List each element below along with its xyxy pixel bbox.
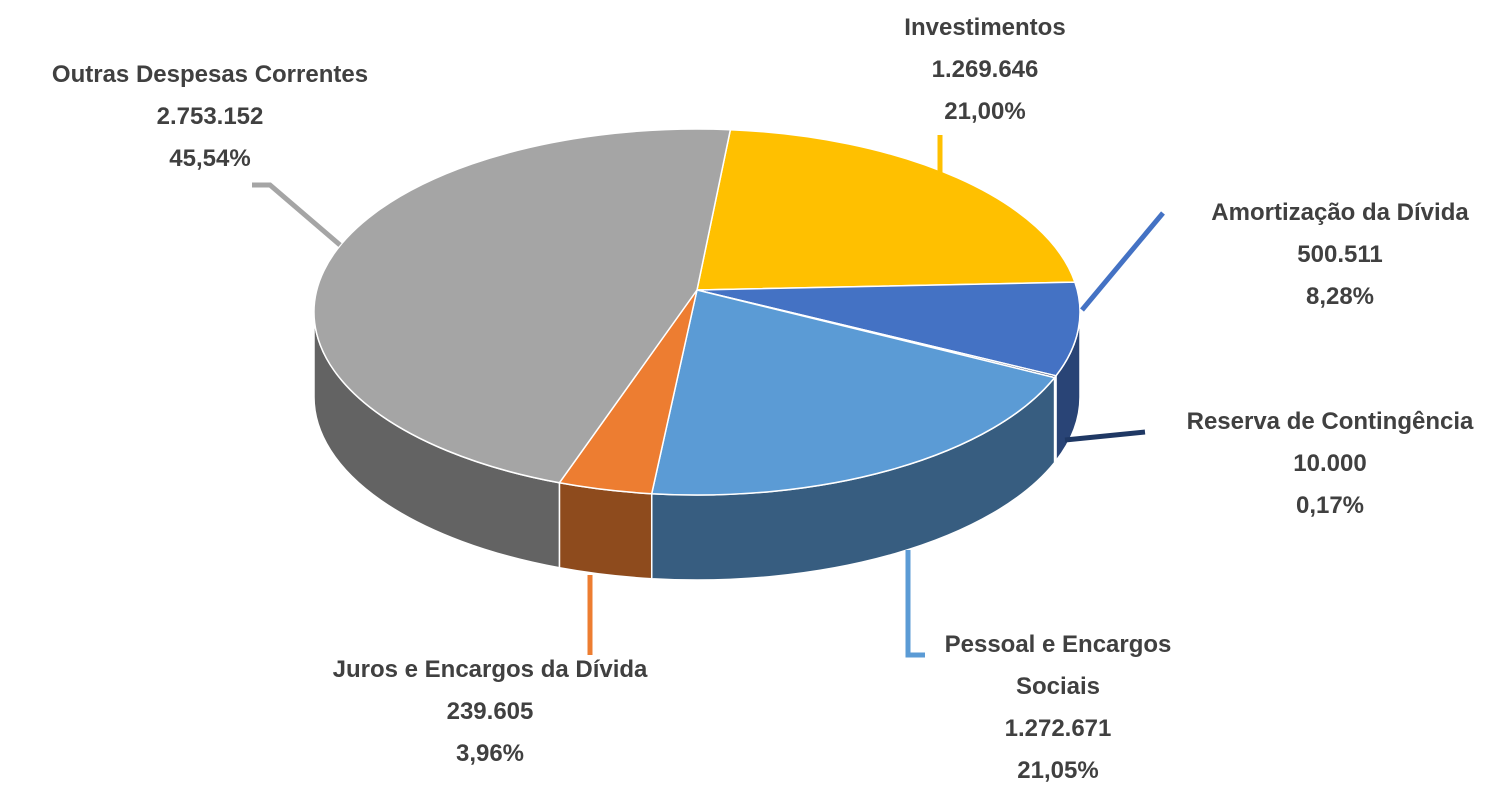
slice-side	[558, 481, 653, 580]
percentage-label: 21,05%	[1017, 757, 1099, 784]
slice-label: Outras Despesas Correntes 2.753.152 45,54%	[10, 54, 410, 180]
slice-label: Juros e Encargos da Dívida 239.605 3,96%	[290, 649, 690, 775]
percentage-label: 21,00%	[944, 98, 1026, 125]
category-label: Pessoal e Encargos Sociais	[944, 631, 1172, 700]
category-label: Reserva de Contingência	[1186, 408, 1474, 435]
leader-line	[905, 550, 925, 658]
category-label: Amortização da Dívida	[1211, 199, 1469, 226]
slice-label: Reserva de Contingência 10.000 0,17%	[1130, 401, 1508, 527]
value-label: 1.269.646	[931, 56, 1039, 83]
value-label: 500.511	[1297, 241, 1383, 268]
category-label: Investimentos	[904, 14, 1066, 41]
leader-line	[252, 182, 342, 247]
slice	[696, 128, 1076, 291]
category-label: Juros e Encargos da Dívida	[332, 656, 648, 683]
slice-label: Amortização da Dívida 500.511 8,28%	[1140, 192, 1508, 318]
value-label: 10.000	[1293, 450, 1367, 477]
leader-line	[1080, 211, 1165, 312]
value-label: 2.753.152	[156, 103, 264, 130]
slice	[696, 281, 1081, 377]
value-label: 239.605	[446, 698, 534, 725]
leader-line	[1064, 429, 1146, 443]
value-label: 1.272.671	[1004, 715, 1112, 742]
slice-label: Pessoal e Encargos Sociais 1.272.671 21,05…	[918, 624, 1198, 792]
percentage-label: 45,54%	[169, 145, 251, 172]
slice-label: Investimentos 1.269.646 21,00%	[785, 7, 1185, 133]
category-label: Outras Despesas Correntes	[51, 61, 369, 88]
percentage-label: 0,17%	[1295, 492, 1365, 519]
percentage-label: 8,28%	[1305, 283, 1375, 310]
percentage-label: 3,96%	[455, 740, 525, 767]
slice	[313, 128, 732, 484]
slice	[650, 289, 1056, 496]
